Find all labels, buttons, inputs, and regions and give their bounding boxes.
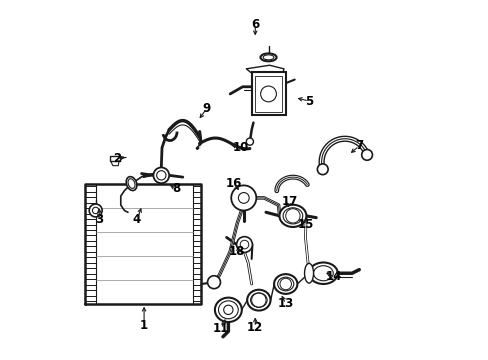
Text: 7: 7 (354, 139, 363, 152)
Ellipse shape (244, 189, 249, 196)
Text: 10: 10 (232, 141, 248, 154)
Ellipse shape (304, 264, 313, 283)
Ellipse shape (244, 200, 249, 207)
Circle shape (231, 185, 256, 211)
Ellipse shape (237, 200, 243, 207)
Bar (255, 76, 282, 112)
Ellipse shape (214, 298, 241, 322)
Circle shape (89, 204, 102, 217)
Ellipse shape (247, 290, 270, 311)
Text: 3: 3 (95, 213, 103, 226)
Ellipse shape (126, 177, 137, 190)
Circle shape (92, 207, 99, 214)
Text: 4: 4 (133, 213, 141, 226)
Text: 9: 9 (203, 102, 210, 115)
Text: 2: 2 (113, 152, 121, 165)
Text: 8: 8 (172, 183, 180, 195)
Circle shape (236, 237, 252, 252)
Ellipse shape (274, 274, 297, 294)
Text: 18: 18 (229, 245, 245, 258)
Circle shape (153, 167, 169, 183)
Ellipse shape (246, 195, 254, 201)
Circle shape (246, 138, 253, 145)
Text: 17: 17 (281, 195, 297, 208)
Text: 1: 1 (140, 319, 148, 332)
Bar (251, 72, 285, 116)
Text: 12: 12 (246, 320, 263, 333)
Ellipse shape (260, 53, 276, 61)
Text: 5: 5 (305, 95, 312, 108)
Text: 14: 14 (325, 270, 342, 283)
Circle shape (317, 164, 327, 175)
Text: 6: 6 (251, 18, 259, 31)
Text: 16: 16 (225, 177, 242, 190)
Circle shape (260, 86, 276, 102)
Bar (110, 156, 120, 161)
Ellipse shape (237, 189, 243, 196)
Ellipse shape (279, 205, 306, 227)
Ellipse shape (308, 262, 337, 284)
Text: 11: 11 (213, 322, 229, 335)
Circle shape (361, 149, 372, 160)
Ellipse shape (233, 195, 241, 201)
Text: 15: 15 (297, 218, 313, 231)
Text: 13: 13 (277, 297, 293, 310)
Circle shape (207, 276, 220, 289)
